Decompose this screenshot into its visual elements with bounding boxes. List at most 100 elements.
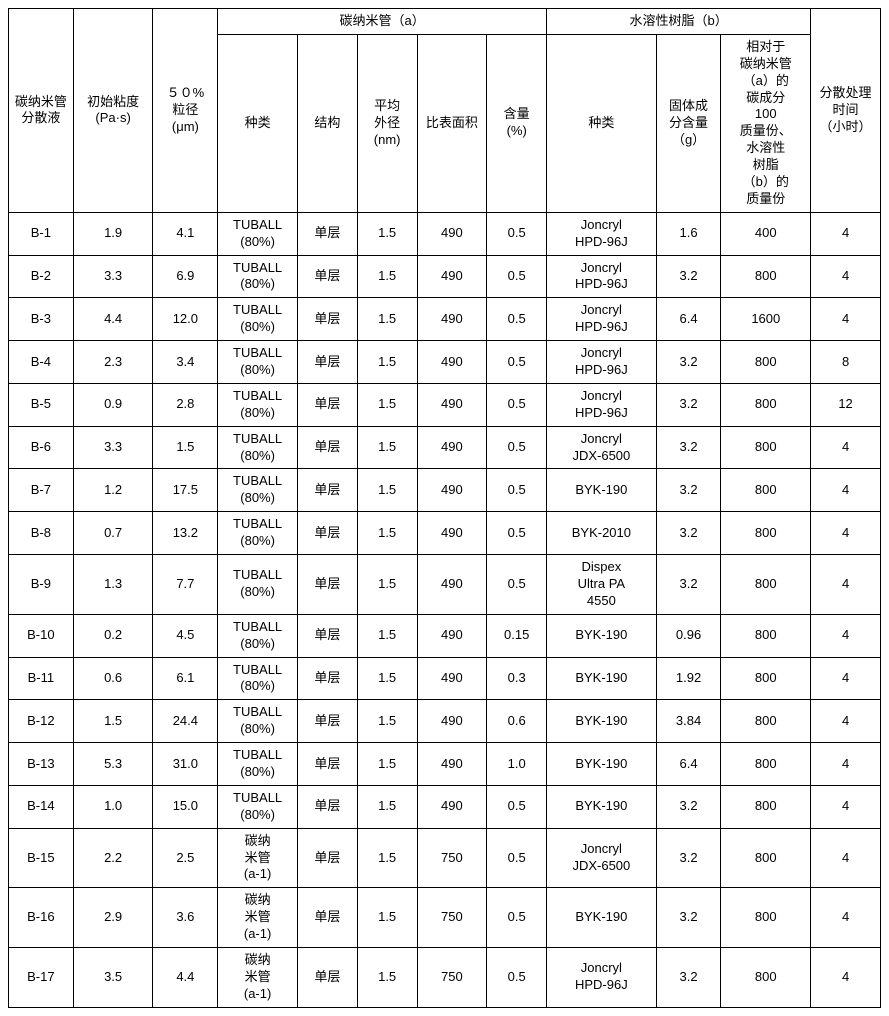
cell-solid: 3.2	[656, 512, 721, 555]
cell-solid: 3.2	[656, 469, 721, 512]
cell-cont: 0.5	[487, 298, 547, 341]
cell-visc: 2.9	[73, 888, 153, 948]
cell-struct: 单层	[297, 512, 357, 555]
table-row: B-152.22.5碳纳米管(a-1)单层1.57500.5JoncrylJDX…	[9, 828, 881, 888]
cell-d50: 3.6	[153, 888, 218, 948]
cell-atype: TUBALL(80%)	[218, 700, 298, 743]
cell-od: 1.5	[357, 614, 417, 657]
cell-cont: 0.5	[487, 469, 547, 512]
cell-atype: TUBALL(80%)	[218, 614, 298, 657]
cell-bet: 490	[417, 743, 487, 786]
header-dispersion: 碳纳米管分散液	[9, 9, 74, 213]
cell-d50: 3.4	[153, 341, 218, 384]
cell-ratio: 800	[721, 512, 811, 555]
cell-bet: 490	[417, 614, 487, 657]
header-a-od: 平均外径(nm)	[357, 34, 417, 212]
cell-time: 4	[811, 212, 881, 255]
cell-rtype: JoncrylJDX-6500	[547, 828, 657, 888]
cell-rtype: DispexUltra PA4550	[547, 555, 657, 615]
cell-visc: 5.3	[73, 743, 153, 786]
cell-id: B-13	[9, 743, 74, 786]
table-row: B-11.94.1TUBALL(80%)单层1.54900.5JoncrylHP…	[9, 212, 881, 255]
cell-id: B-16	[9, 888, 74, 948]
cell-id: B-2	[9, 255, 74, 298]
cell-visc: 1.5	[73, 700, 153, 743]
cell-solid: 3.2	[656, 555, 721, 615]
cell-struct: 单层	[297, 255, 357, 298]
cell-solid: 3.2	[656, 828, 721, 888]
cell-visc: 0.2	[73, 614, 153, 657]
cell-time: 4	[811, 657, 881, 700]
cell-solid: 1.92	[656, 657, 721, 700]
cell-solid: 3.2	[656, 255, 721, 298]
cell-ratio: 800	[721, 383, 811, 426]
cell-ratio: 800	[721, 657, 811, 700]
cell-bet: 490	[417, 785, 487, 828]
cell-atype: 碳纳米管(a-1)	[218, 828, 298, 888]
cell-visc: 1.9	[73, 212, 153, 255]
table-row: B-34.412.0TUBALL(80%)单层1.54900.5JoncrylH…	[9, 298, 881, 341]
cell-bet: 490	[417, 555, 487, 615]
header-b-solid: 固体成分含量（g）	[656, 34, 721, 212]
table-row: B-135.331.0TUBALL(80%)单层1.54901.0BYK-190…	[9, 743, 881, 786]
cell-od: 1.5	[357, 341, 417, 384]
cell-id: B-3	[9, 298, 74, 341]
header-b-ratio: 相对于碳纳米管（a）的碳成分100质量份、水溶性树脂（b）的质量份	[721, 34, 811, 212]
cell-bet: 490	[417, 298, 487, 341]
header-group-cnt: 碳纳米管（a）	[218, 9, 547, 35]
cell-time: 4	[811, 743, 881, 786]
cell-solid: 0.96	[656, 614, 721, 657]
cell-od: 1.5	[357, 743, 417, 786]
cell-struct: 单层	[297, 555, 357, 615]
cell-id: B-12	[9, 700, 74, 743]
cell-struct: 单层	[297, 469, 357, 512]
cell-id: B-15	[9, 828, 74, 888]
cell-time: 8	[811, 341, 881, 384]
cell-solid: 3.84	[656, 700, 721, 743]
table-row: B-141.015.0TUBALL(80%)单层1.54900.5BYK-190…	[9, 785, 881, 828]
cell-visc: 0.9	[73, 383, 153, 426]
header-d50: ５０%粒径(μm)	[153, 9, 218, 213]
cell-struct: 单层	[297, 828, 357, 888]
cell-bet: 750	[417, 888, 487, 948]
cell-id: B-7	[9, 469, 74, 512]
cell-ratio: 800	[721, 341, 811, 384]
cell-cont: 0.5	[487, 555, 547, 615]
cell-id: B-11	[9, 657, 74, 700]
cell-rtype: BYK-190	[547, 657, 657, 700]
cell-cont: 1.0	[487, 743, 547, 786]
cell-time: 4	[811, 828, 881, 888]
cell-struct: 单层	[297, 947, 357, 1007]
cell-d50: 4.4	[153, 947, 218, 1007]
cell-id: B-14	[9, 785, 74, 828]
cell-rtype: JoncrylHPD-96J	[547, 212, 657, 255]
cell-atype: TUBALL(80%)	[218, 298, 298, 341]
cell-visc: 3.5	[73, 947, 153, 1007]
cell-ratio: 800	[721, 743, 811, 786]
cell-time: 4	[811, 255, 881, 298]
table-row: B-91.37.7TUBALL(80%)单层1.54900.5DispexUlt…	[9, 555, 881, 615]
cell-visc: 4.4	[73, 298, 153, 341]
cell-cont: 0.5	[487, 888, 547, 948]
cell-od: 1.5	[357, 212, 417, 255]
cell-visc: 2.2	[73, 828, 153, 888]
cell-od: 1.5	[357, 469, 417, 512]
cell-struct: 单层	[297, 341, 357, 384]
cell-time: 4	[811, 888, 881, 948]
cell-time: 12	[811, 383, 881, 426]
cell-solid: 3.2	[656, 947, 721, 1007]
cell-rtype: JoncrylHPD-96J	[547, 298, 657, 341]
cell-d50: 7.7	[153, 555, 218, 615]
cell-id: B-17	[9, 947, 74, 1007]
header-a-content: 含量(%)	[487, 34, 547, 212]
cell-rtype: BYK-190	[547, 888, 657, 948]
cell-ratio: 800	[721, 947, 811, 1007]
cell-d50: 1.5	[153, 426, 218, 469]
header-viscosity: 初始粘度(Pa·s)	[73, 9, 153, 213]
cell-d50: 31.0	[153, 743, 218, 786]
cell-ratio: 800	[721, 555, 811, 615]
cell-visc: 2.3	[73, 341, 153, 384]
cell-atype: TUBALL(80%)	[218, 469, 298, 512]
cell-rtype: BYK-2010	[547, 512, 657, 555]
cell-bet: 490	[417, 212, 487, 255]
